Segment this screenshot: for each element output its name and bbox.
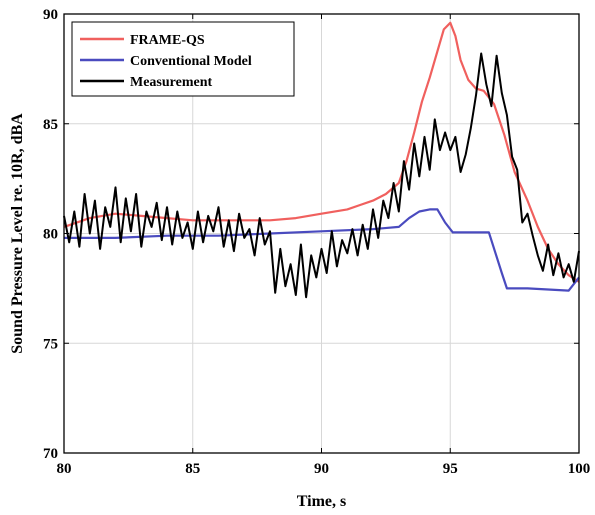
x-tick-label: 90	[314, 461, 329, 477]
series-layer	[63, 21, 580, 299]
legend-label: FRAME-QS	[130, 33, 205, 48]
y-tick-label: 85	[43, 117, 58, 133]
series-line-frame-qs	[63, 21, 580, 283]
y-tick-label: 80	[43, 227, 58, 243]
x-tick-label: 85	[185, 461, 200, 477]
series-line-measurement	[63, 52, 580, 299]
legend-label: Measurement	[130, 75, 212, 90]
legend: FRAME-QS Conventional Model Measurement	[71, 21, 295, 97]
y-tick-label: 75	[43, 336, 58, 352]
y-tick-label: 90	[43, 7, 58, 23]
legend-label: Conventional Model	[130, 54, 252, 69]
axis-ticks	[63, 13, 580, 454]
x-tick-label: 100	[568, 461, 591, 477]
x-tick-label: 95	[443, 461, 458, 477]
x-axis-label: Time, s	[297, 493, 346, 510]
y-tick-label: 70	[43, 446, 58, 462]
tick-labels: 80 85 90 95 100 70 75 80 85 90	[43, 7, 590, 477]
y-axis-label: Sound Pressure Level re. 10R, dBA	[9, 113, 26, 354]
x-tick-label: 80	[57, 461, 72, 477]
